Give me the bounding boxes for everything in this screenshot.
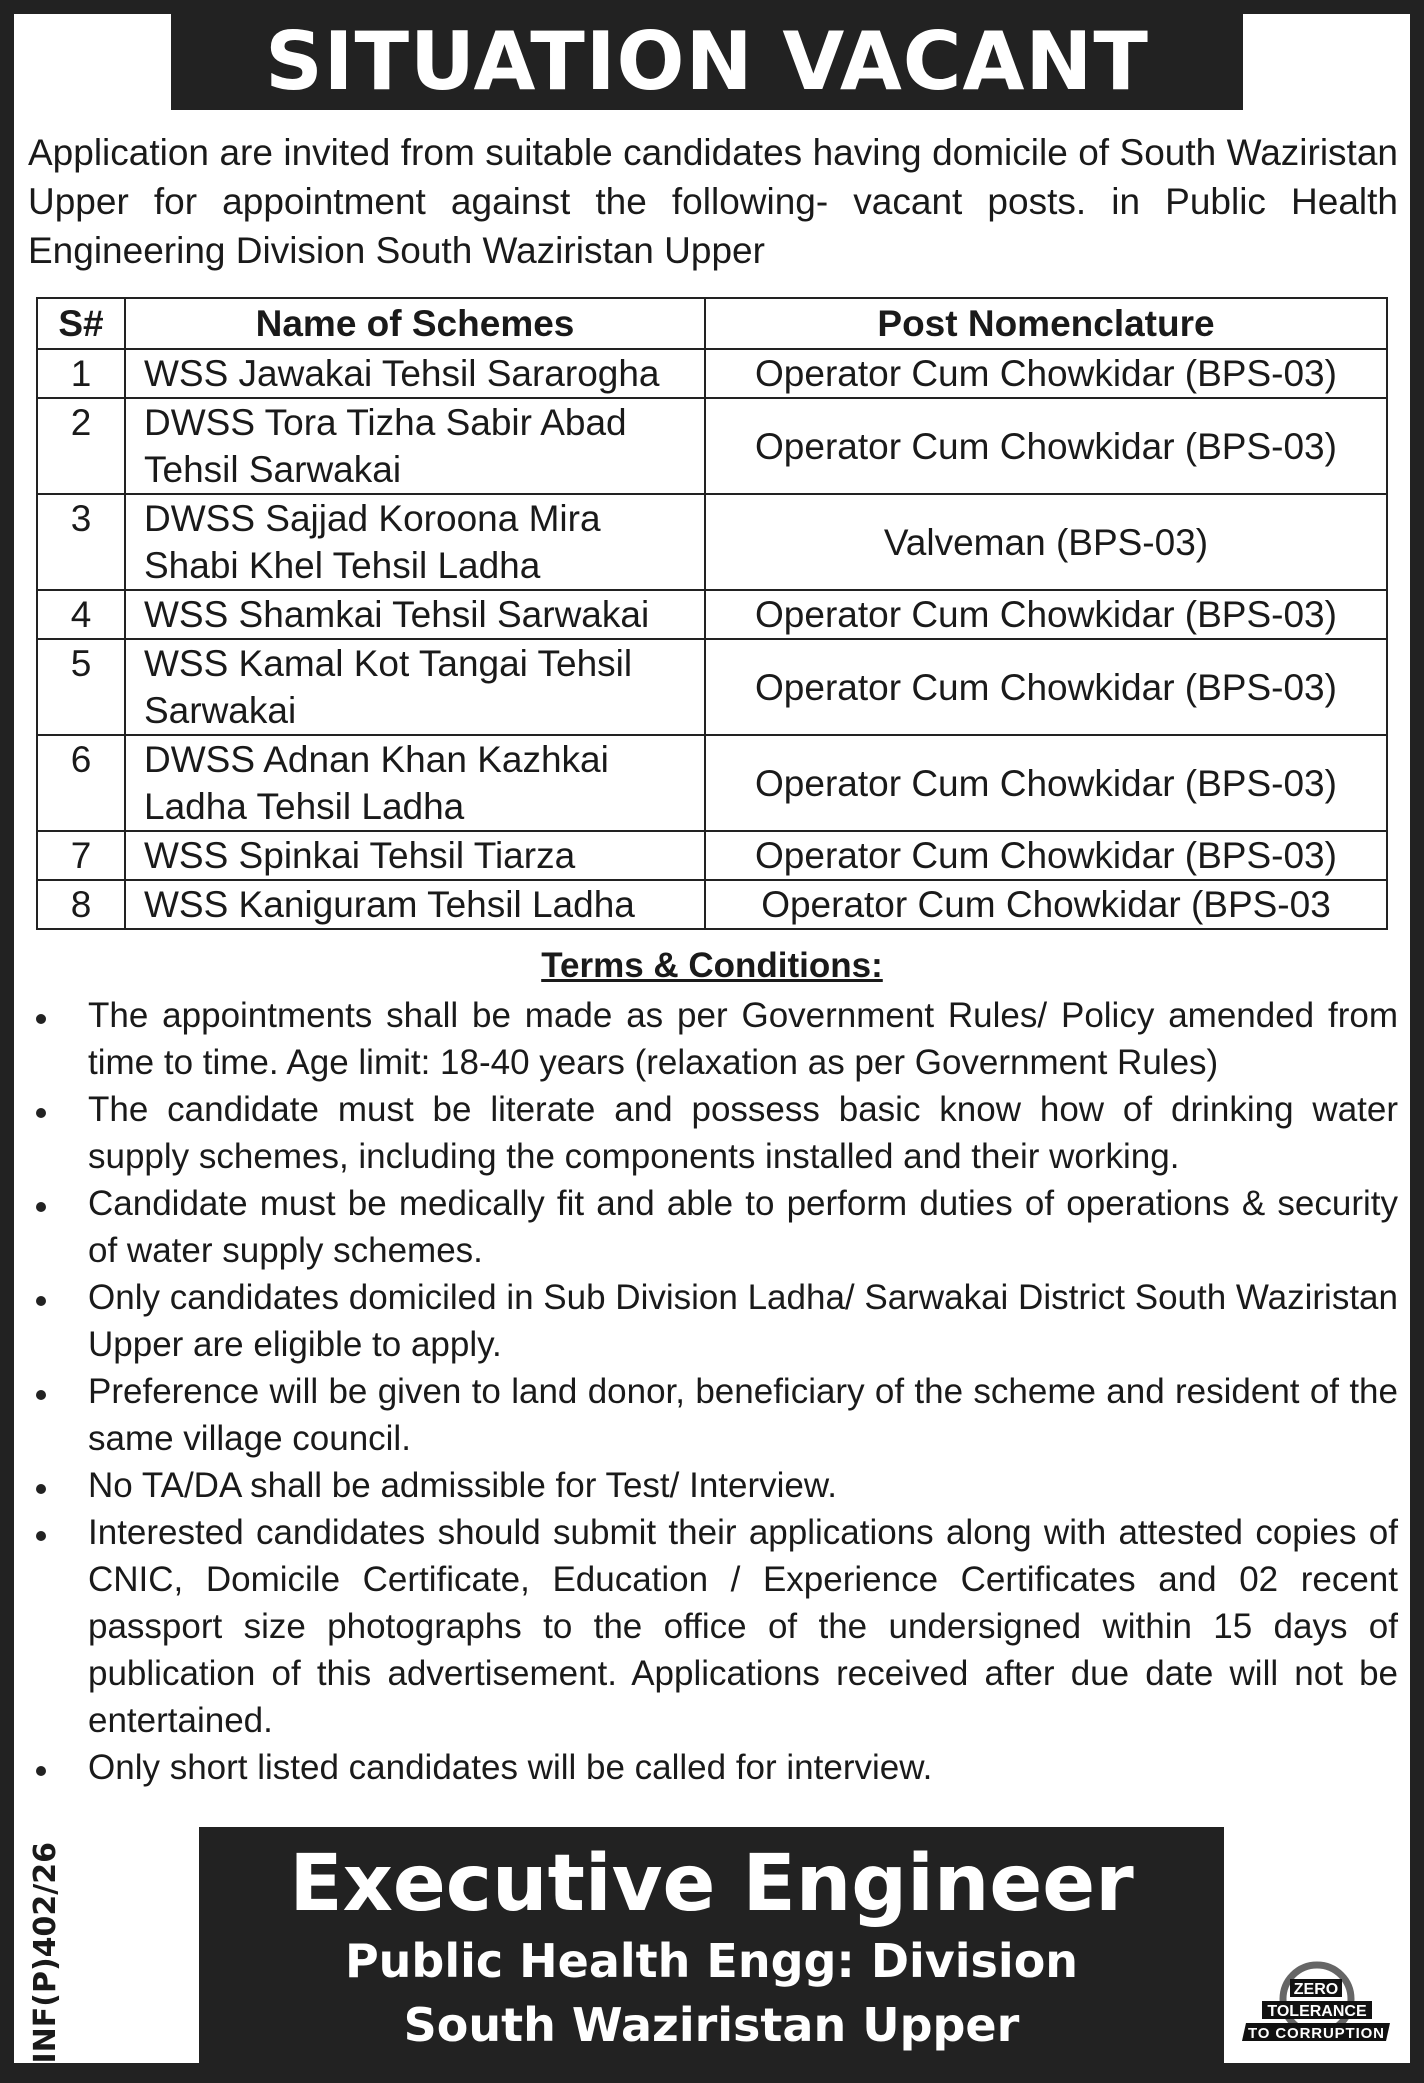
scheme-name: DWSS Sajjad Koroona Mira Shabi Khel Tehs…	[124, 493, 706, 591]
table-row: 7 WSS Spinkai Tehsil Tiarza Operator Cum C…	[36, 830, 1388, 881]
terms-list: The appointments shall be made as per Go…	[28, 992, 1398, 1791]
logo-background: ZERO TOLERANCE TO CORRUPTION	[1224, 1940, 1410, 2063]
footer-row: INF(P)402/26 Executive Engineer Public H…	[14, 1811, 1410, 2063]
svg-text:TOLERANCE: TOLERANCE	[1267, 2003, 1367, 2020]
svg-text:TO CORRUPTION: TO CORRUPTION	[1248, 2025, 1384, 2042]
post-nomenclature: Operator Cum Chowkidar (BPS-03)	[704, 348, 1388, 399]
term-item: Candidate must be medically fit and able…	[28, 1180, 1398, 1274]
term-item: Only short listed candidates will be cal…	[28, 1744, 1398, 1791]
scheme-name: WSS Kaniguram Tehsil Ladha	[124, 879, 706, 930]
table-row: 4 WSS Shamkai Tehsil Sarwakai Operator Cum…	[36, 589, 1388, 640]
post-nomenclature: Operator Cum Chowkidar (BPS-03)	[704, 397, 1388, 495]
table-row: 5 WSS Kamal Kot Tangai Tehsil Sarwakai Ope…	[36, 638, 1388, 736]
vacancy-table: S# Name of Schemes Post Nomenclature 1 WS…	[36, 297, 1388, 930]
scheme-name: WSS Shamkai Tehsil Sarwakai	[124, 589, 706, 640]
table-row: 1 WSS Jawakai Tehsil Sararogha Operator Cu…	[36, 348, 1388, 399]
zero-tolerance-logo: ZERO TOLERANCE TO CORRUPTION	[1241, 1961, 1390, 2042]
row-number: 7	[36, 830, 126, 881]
row-number: 6	[36, 734, 126, 832]
row-number: 5	[36, 638, 126, 736]
row-number: 4	[36, 589, 126, 640]
scheme-name: DWSS Adnan Khan Kazhkai Ladha Tehsil Lad…	[124, 734, 706, 832]
post-nomenclature: Operator Cum Chowkidar (BPS-03)	[704, 734, 1388, 832]
signatory-division: Public Health Engg: Division	[344, 1934, 1079, 1988]
intro-paragraph: Application are invited from suitable ca…	[28, 132, 1398, 271]
terms-heading: Terms & Conditions:	[541, 946, 883, 985]
term-item: Only candidates domiciled in Sub Divisio…	[28, 1274, 1398, 1368]
row-number: 1	[36, 348, 126, 399]
page-title: SITUATION VACANT	[171, 14, 1243, 110]
table-row: 6 DWSS Adnan Khan Kazhkai Ladha Tehsil La…	[36, 734, 1388, 832]
row-number: 8	[36, 879, 126, 930]
header-sn: S#	[36, 297, 126, 350]
row-number: 2	[36, 397, 126, 495]
row-number: 3	[36, 493, 126, 591]
post-nomenclature: Operator Cum Chowkidar (BPS-03	[704, 879, 1388, 930]
scheme-name: DWSS Tora Tizha Sabir Abad Tehsil Sarwak…	[124, 397, 706, 495]
post-nomenclature: Valveman (BPS-03)	[704, 493, 1388, 591]
term-item: The appointments shall be made as per Go…	[28, 992, 1398, 1086]
table-row: 2 DWSS Tora Tizha Sabir Abad Tehsil Sarwa…	[36, 397, 1388, 495]
header-scheme: Name of Schemes	[124, 297, 706, 350]
term-item: Interested candidates should submit thei…	[28, 1509, 1398, 1744]
post-nomenclature: Operator Cum Chowkidar (BPS-03)	[704, 589, 1388, 640]
svg-text:ZERO: ZERO	[1293, 1981, 1337, 1998]
term-item: Preference will be given to land donor, …	[28, 1368, 1398, 1462]
scheme-name: WSS Spinkai Tehsil Tiarza	[124, 830, 706, 881]
post-nomenclature: Operator Cum Chowkidar (BPS-03)	[704, 638, 1388, 736]
reference-number: INF(P)402/26	[28, 1841, 63, 2064]
signatory-location: South Waziristan Upper	[403, 1998, 1020, 2052]
signature-block: Executive Engineer Public Health Engg: D…	[199, 1827, 1224, 2063]
term-item: No TA/DA shall be admissible for Test/ I…	[28, 1462, 1398, 1509]
scheme-name: WSS Jawakai Tehsil Sararogha	[124, 348, 706, 399]
signatory-title: Executive Engineer	[289, 1839, 1134, 1929]
post-nomenclature: Operator Cum Chowkidar (BPS-03)	[704, 830, 1388, 881]
header-post: Post Nomenclature	[704, 297, 1388, 350]
table-row: 3 DWSS Sajjad Koroona Mira Shabi Khel Teh…	[36, 493, 1388, 591]
scheme-name: WSS Kamal Kot Tangai Tehsil Sarwakai	[124, 638, 706, 736]
table-row: 8 WSS Kaniguram Tehsil Ladha Operator Cum …	[36, 879, 1388, 930]
term-item: The candidate must be literate and posse…	[28, 1086, 1398, 1180]
table-header-row: S# Name of Schemes Post Nomenclature	[36, 297, 1388, 350]
